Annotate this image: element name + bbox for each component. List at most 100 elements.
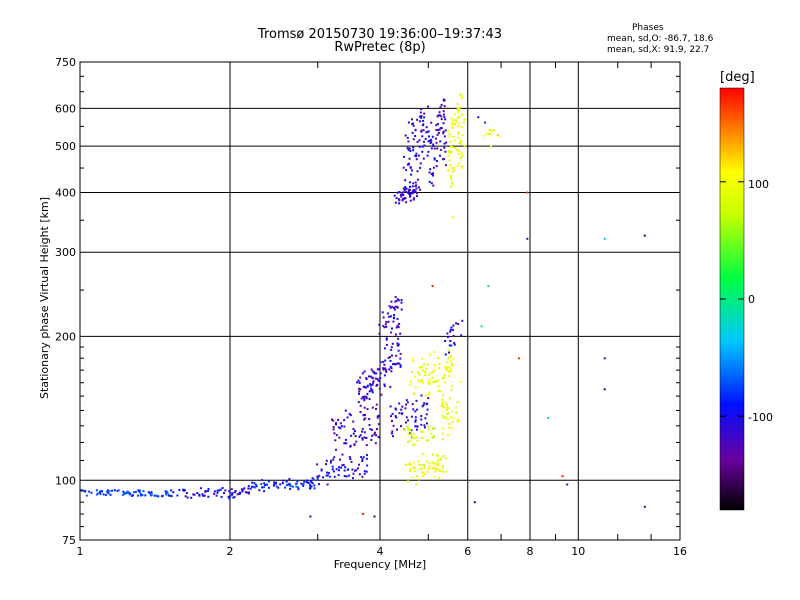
data-point [414,420,417,423]
data-point [391,354,393,357]
data-point [446,366,449,369]
data-point [420,379,423,382]
data-point [224,489,227,492]
data-point [368,418,371,420]
data-point [125,492,128,494]
data-point [332,426,335,429]
data-point [153,494,156,497]
data-point [450,354,453,357]
data-point [450,185,453,188]
data-point [438,363,441,365]
data-point [424,374,427,377]
data-point [410,415,413,418]
data-point [202,494,205,497]
colorbar-tick-label: 0 [748,293,755,306]
data-point [419,166,422,169]
data-point [451,183,454,186]
data-point [338,466,340,469]
data-point [355,469,358,472]
data-point [358,387,361,390]
data-point [487,133,490,135]
data-point [409,194,412,197]
data-point [216,491,219,494]
y-axis-label: Stationary phase Virtual Height [km] [38,197,51,399]
data-point [362,414,365,416]
data-point [455,322,458,325]
data-point [358,463,360,466]
data-point [438,128,441,131]
data-point [358,473,361,476]
data-point [400,195,403,198]
data-point [131,494,134,497]
data-point [392,424,395,427]
data-point [423,424,426,427]
data-point [430,432,433,435]
data-point [448,344,451,347]
data-point [427,428,430,431]
data-point [390,346,393,349]
data-point [416,192,418,195]
data-point [455,406,458,409]
data-point [390,415,392,418]
data-point [442,438,445,441]
data-point [432,467,434,470]
data-point [437,357,439,359]
data-point [412,122,414,125]
data-point [411,403,414,406]
data-point [446,412,448,415]
data-point [409,439,412,442]
data-point [369,389,372,392]
data-point [446,336,449,338]
data-point [396,298,399,301]
data-point [402,197,405,200]
data-point [275,485,278,488]
data-point [423,116,426,119]
data-point [398,412,401,415]
data-point [447,412,450,415]
data-point [450,181,453,184]
data-point [431,285,434,287]
data-point [389,359,392,362]
data-point [373,433,376,436]
data-point [412,392,415,395]
data-point [255,483,257,486]
data-point [438,390,441,393]
data-point [449,356,452,359]
data-point [411,185,414,188]
data-point [409,192,411,195]
data-point [382,360,385,363]
data-point [311,482,314,485]
data-point [432,144,435,147]
data-point [351,468,354,471]
data-point [454,121,457,124]
data-point [365,397,368,400]
data-point [335,434,338,437]
data-point [443,158,445,161]
data-point [374,372,376,375]
data-point [412,124,415,127]
data-point [295,485,298,488]
data-point [399,357,402,360]
phases-heading: Phases [632,23,664,33]
data-point [236,493,239,496]
data-point [451,146,454,149]
data-point [422,129,425,132]
data-point [347,474,350,477]
data-point [391,327,393,330]
data-point [139,489,141,492]
data-point [517,357,520,360]
data-point [441,398,444,401]
data-point [220,496,223,498]
data-point [404,186,407,188]
data-point [370,368,373,371]
data-point [440,103,443,106]
data-point [432,381,435,384]
data-point [390,331,393,334]
data-point [420,380,423,383]
data-point [417,379,420,382]
data-point [366,454,368,457]
data-point [348,412,351,415]
data-point [398,199,401,202]
data-point [447,151,450,154]
data-point [88,490,91,493]
